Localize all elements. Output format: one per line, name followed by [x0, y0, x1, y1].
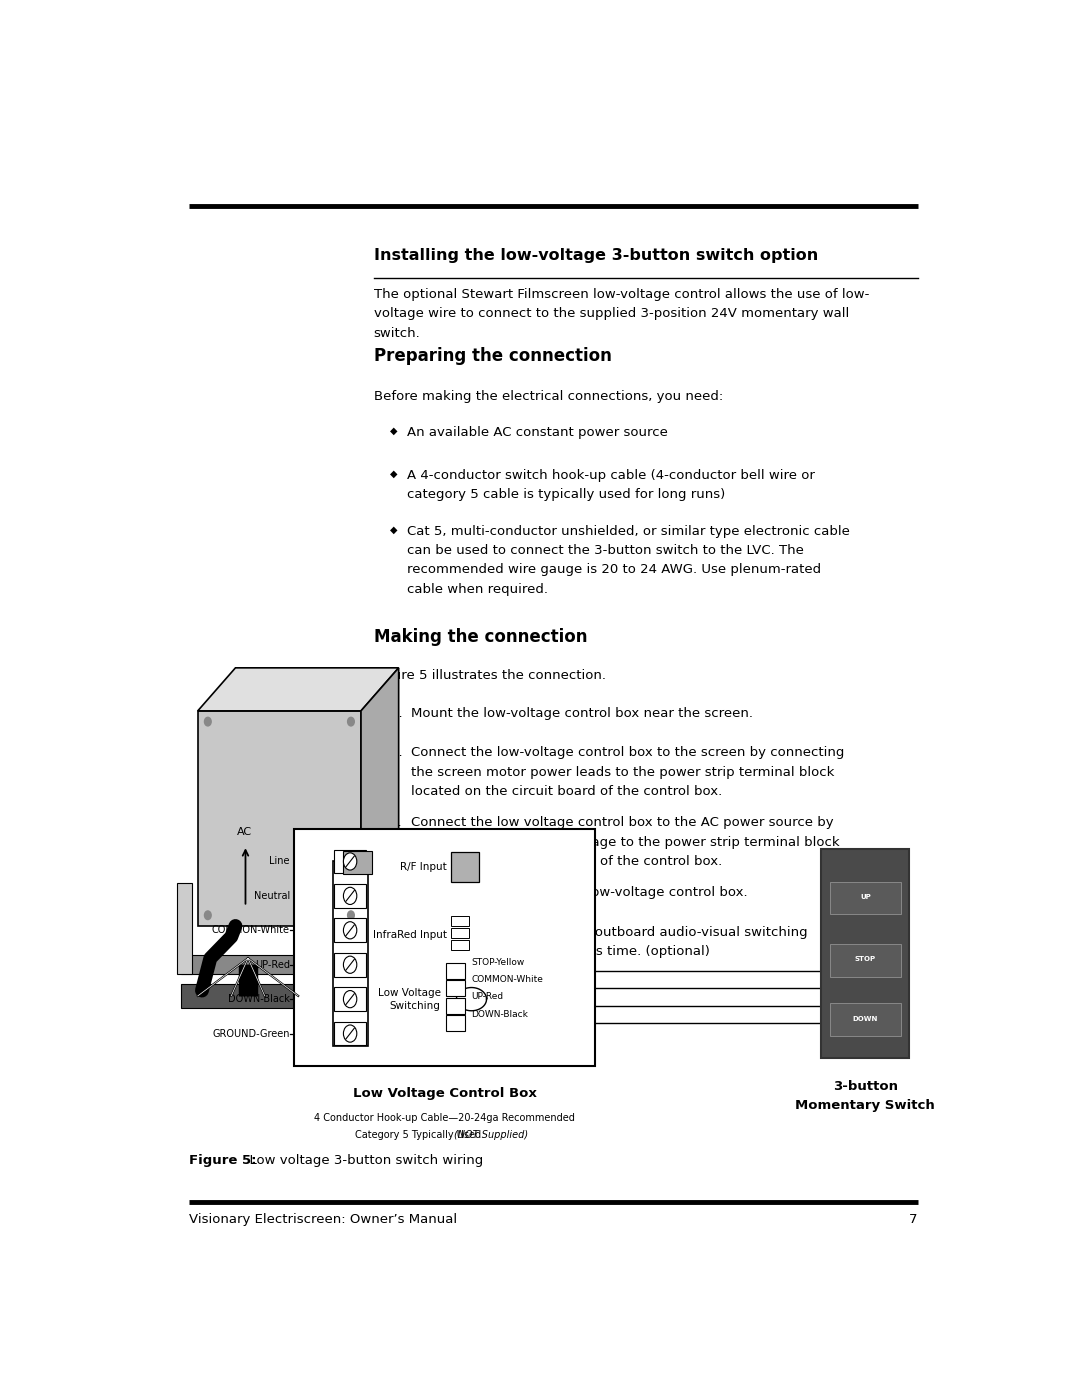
Text: A 4-conductor switch hook-up cable (4-conductor bell wire or: A 4-conductor switch hook-up cable (4-co… — [407, 469, 815, 482]
Bar — [821, 848, 909, 1059]
Circle shape — [343, 922, 356, 939]
Bar — [294, 830, 595, 1066]
Text: Visionary Electriscreen: Owner’s Manual: Visionary Electriscreen: Owner’s Manual — [189, 1213, 458, 1227]
Text: 1.: 1. — [390, 707, 403, 719]
Bar — [446, 1014, 464, 1031]
Text: The optional Stewart Filmscreen low-voltage control allows the use of low-: The optional Stewart Filmscreen low-volt… — [374, 288, 869, 302]
Text: cable when required.: cable when required. — [407, 583, 548, 597]
Circle shape — [204, 717, 212, 726]
Text: GROUND-Green: GROUND-Green — [213, 1028, 289, 1038]
Text: STOP-Yellow: STOP-Yellow — [472, 958, 525, 967]
Bar — [450, 940, 469, 950]
Text: 5.: 5. — [390, 926, 403, 939]
Text: Line: Line — [269, 856, 289, 866]
Text: Momentary Switch: Momentary Switch — [795, 1099, 935, 1112]
Text: ◆: ◆ — [390, 426, 397, 436]
Text: 4.: 4. — [390, 886, 403, 900]
Text: An available AC constant power source: An available AC constant power source — [407, 426, 667, 439]
Bar — [334, 918, 366, 942]
Text: AC: AC — [238, 827, 253, 837]
Circle shape — [348, 717, 354, 726]
Text: Installing the low-voltage 3-button switch option: Installing the low-voltage 3-button swit… — [374, 249, 818, 263]
Text: 2.: 2. — [390, 746, 403, 760]
Bar — [334, 849, 366, 873]
Text: Category 5 Typically Used: Category 5 Typically Used — [355, 1130, 484, 1140]
Polygon shape — [198, 668, 399, 711]
Circle shape — [204, 911, 212, 919]
Text: InfraRed Input: InfraRed Input — [373, 929, 446, 940]
Text: Low Voltage
Switching: Low Voltage Switching — [378, 988, 441, 1011]
Circle shape — [343, 852, 356, 870]
Bar — [450, 916, 469, 926]
Text: Low voltage 3-button switch wiring: Low voltage 3-button switch wiring — [241, 1154, 484, 1166]
Bar — [333, 862, 367, 1046]
Bar — [829, 1003, 901, 1035]
Text: UP: UP — [860, 894, 870, 900]
Text: STOP: STOP — [854, 957, 876, 963]
Bar — [446, 963, 464, 979]
Text: UP-Red: UP-Red — [472, 992, 503, 1002]
Circle shape — [343, 956, 356, 974]
Text: Cat 5, multi-conductor unshielded, or similar type electronic cable: Cat 5, multi-conductor unshielded, or si… — [407, 525, 850, 538]
Bar — [334, 953, 366, 977]
Text: 7: 7 — [909, 1213, 918, 1227]
Text: Making the connection: Making the connection — [374, 629, 588, 645]
Text: connecting the AC line voltage to the power strip terminal block: connecting the AC line voltage to the po… — [411, 835, 840, 848]
Circle shape — [343, 990, 356, 1007]
Text: Low Voltage Control Box: Low Voltage Control Box — [353, 1087, 537, 1101]
Bar — [446, 997, 464, 1014]
Bar — [334, 884, 366, 908]
Text: Preparing the connection: Preparing the connection — [374, 348, 611, 365]
Text: Neutral: Neutral — [254, 891, 289, 901]
Text: the screen motor power leads to the power strip terminal block: the screen motor power leads to the powe… — [411, 766, 835, 778]
Text: (NOT Supplied): (NOT Supplied) — [454, 1130, 528, 1140]
Bar — [450, 928, 469, 937]
Text: UP-Red: UP-Red — [255, 960, 289, 970]
Text: R/F Input: R/F Input — [400, 862, 446, 872]
Text: COMMON-White: COMMON-White — [212, 925, 289, 936]
Bar — [181, 956, 432, 975]
Text: ◆: ◆ — [390, 469, 397, 479]
Circle shape — [343, 1025, 356, 1042]
Text: A parallel connection to an outboard audio-visual switching: A parallel connection to an outboard aud… — [411, 926, 808, 939]
Bar — [334, 1021, 366, 1045]
Text: COMMON-White: COMMON-White — [472, 975, 543, 983]
Bar — [198, 711, 361, 926]
Text: network can be made at this time. (optional): network can be made at this time. (optio… — [411, 946, 710, 958]
Text: switch.: switch. — [374, 327, 420, 339]
Text: Connect the low voltage control box to the AC power source by: Connect the low voltage control box to t… — [411, 816, 834, 830]
Text: Connect the low-voltage control box to the screen by connecting: Connect the low-voltage control box to t… — [411, 746, 845, 760]
Text: 4 Conductor Hook-up Cable—20-24ga Recommended: 4 Conductor Hook-up Cable—20-24ga Recomm… — [314, 1113, 576, 1123]
Bar — [446, 981, 464, 996]
Circle shape — [348, 911, 354, 919]
Bar — [342, 851, 372, 875]
Text: DOWN-Black: DOWN-Black — [472, 1010, 528, 1018]
Bar — [181, 983, 416, 1007]
Bar — [829, 882, 901, 914]
Text: 3-button: 3-button — [833, 1080, 897, 1092]
Text: category 5 cable is typically used for long runs): category 5 cable is typically used for l… — [407, 488, 726, 502]
Bar — [450, 852, 480, 882]
Text: Figure 5:: Figure 5: — [189, 1154, 257, 1166]
Text: located on the circuit board of the control box.: located on the circuit board of the cont… — [411, 785, 723, 798]
Bar — [334, 988, 366, 1011]
Text: DOWN: DOWN — [852, 1016, 878, 1021]
Bar — [829, 944, 901, 977]
Text: located on the circuit board of the control box.: located on the circuit board of the cont… — [411, 855, 723, 868]
Text: DOWN-Black: DOWN-Black — [228, 995, 289, 1004]
Text: 3.: 3. — [390, 816, 403, 830]
Text: ◆: ◆ — [390, 525, 397, 535]
Text: Mount the low-voltage control box near the screen.: Mount the low-voltage control box near t… — [411, 707, 753, 719]
Text: recommended wire gauge is 20 to 24 AWG. Use plenum-rated: recommended wire gauge is 20 to 24 AWG. … — [407, 563, 821, 577]
Text: Figure 5 illustrates the connection.: Figure 5 illustrates the connection. — [374, 669, 606, 682]
Polygon shape — [361, 668, 399, 926]
Circle shape — [343, 887, 356, 904]
Text: Connect the switch to the low-voltage control box.: Connect the switch to the low-voltage co… — [411, 886, 747, 900]
Bar — [177, 883, 192, 975]
Text: voltage wire to connect to the supplied 3-position 24V momentary wall: voltage wire to connect to the supplied … — [374, 307, 849, 320]
Text: can be used to connect the 3-button switch to the LVC. The: can be used to connect the 3-button swit… — [407, 545, 804, 557]
Text: Before making the electrical connections, you need:: Before making the electrical connections… — [374, 390, 723, 404]
